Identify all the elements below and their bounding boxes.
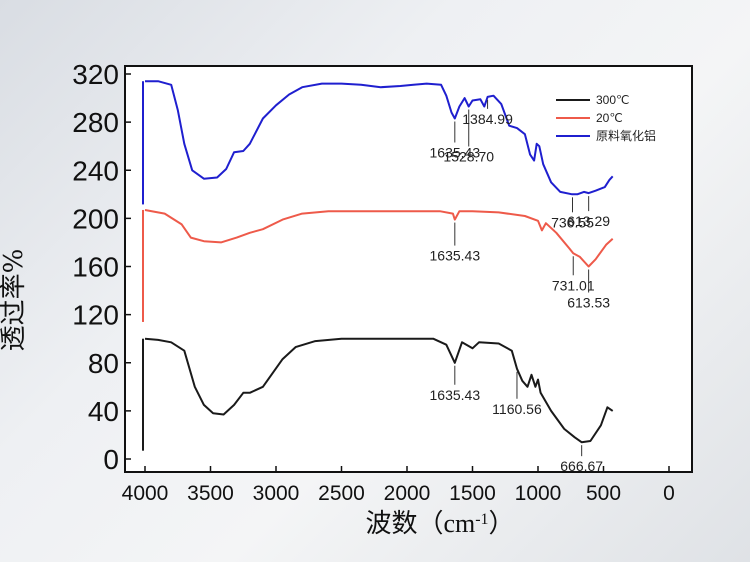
annotation-label: 1528.70 [443,148,494,164]
y-tick-label: 200 [72,203,119,234]
x-axis-label: 波数（cm-1） [365,509,514,538]
y-tick-label: 320 [72,59,119,90]
annotation-label: 613.53 [567,295,610,311]
y-tick-label: 160 [72,252,119,283]
annotation-label: 1160.56 [492,401,542,417]
x-tick-label: 500 [586,482,621,505]
annotation-label: 613.29 [567,213,610,229]
y-tick-label: 120 [72,300,119,331]
x-tick-label: 2000 [384,482,431,505]
annotation-label: 1635.43 [430,248,481,264]
legend-label: 300℃ [596,93,630,107]
x-tick-label: 1500 [449,482,496,505]
y-tick-label: 280 [72,107,119,138]
annotation-label: 1384.99 [462,111,513,127]
legend-label: 20℃ [596,111,623,125]
y-tick-label: 0 [103,444,119,475]
annotation-label: 666.67 [560,458,603,474]
x-tick-label: 2500 [318,482,365,505]
legend-label: 原料氧化铝 [596,128,656,143]
x-tick-label: 0 [663,482,675,505]
x-tick-label: 3500 [187,482,234,505]
x-tick-label: 3000 [253,482,300,505]
annotation-label: 1635.43 [430,387,481,403]
y-axis-ticks: 0 40 80 120 160 200 240 280 320 [72,59,131,475]
x-tick-label: 1000 [515,482,562,505]
x-tick-label: 4000 [122,482,169,505]
y-tick-label: 240 [72,155,119,186]
x-axis-label-close: ） [489,509,515,538]
x-axis-label-sup: -1 [475,511,488,528]
x-axis-label-main: 波数（cm [365,509,475,538]
y-tick-label: 40 [88,396,119,427]
y-tick-label: 80 [88,348,119,379]
y-axis-label: 透过率% [0,249,29,352]
